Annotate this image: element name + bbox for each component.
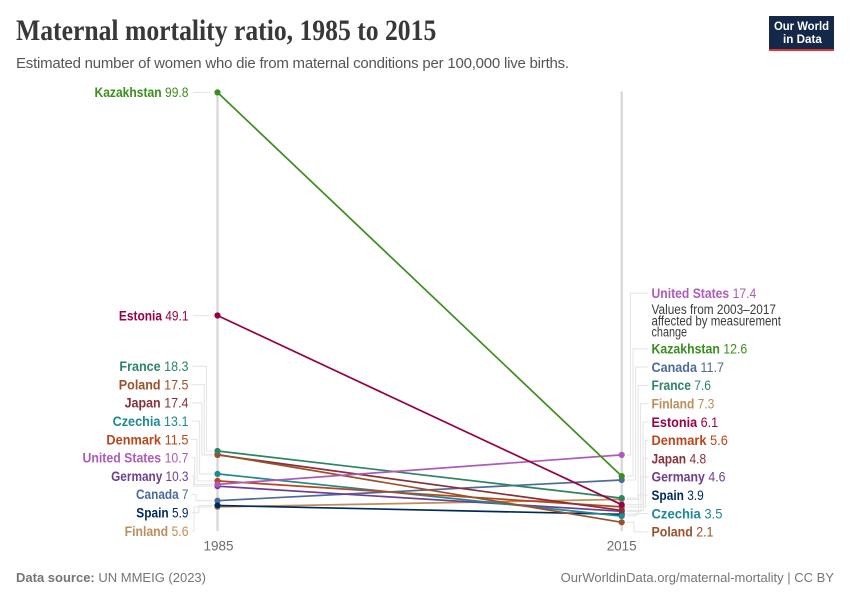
svg-text:Poland: Poland bbox=[652, 525, 693, 540]
svg-text:11.5: 11.5 bbox=[165, 432, 189, 447]
svg-text:11.7: 11.7 bbox=[700, 360, 724, 375]
svg-text:Japan: Japan bbox=[125, 396, 161, 411]
svg-text:Czechia: Czechia bbox=[113, 414, 161, 429]
svg-text:6.1: 6.1 bbox=[701, 415, 719, 430]
svg-text:17.4: 17.4 bbox=[733, 286, 757, 301]
svg-text:United States: United States bbox=[652, 286, 730, 301]
svg-text:Finland: Finland bbox=[125, 524, 169, 539]
svg-text:3.5: 3.5 bbox=[704, 506, 722, 521]
svg-text:Japan: Japan bbox=[652, 451, 687, 466]
svg-text:5.6: 5.6 bbox=[172, 524, 189, 539]
svg-text:Czechia: Czechia bbox=[652, 506, 702, 521]
svg-text:4.8: 4.8 bbox=[690, 451, 707, 466]
svg-text:18.3: 18.3 bbox=[164, 359, 188, 374]
svg-text:17.4: 17.4 bbox=[164, 396, 189, 411]
svg-text:Germany: Germany bbox=[111, 469, 163, 484]
svg-text:10.7: 10.7 bbox=[165, 451, 189, 466]
svg-text:United States: United States bbox=[83, 451, 162, 466]
svg-text:France: France bbox=[652, 378, 692, 393]
svg-text:5.9: 5.9 bbox=[172, 506, 189, 521]
svg-text:Poland: Poland bbox=[119, 377, 161, 392]
svg-text:2.1: 2.1 bbox=[696, 525, 713, 540]
svg-text:Estonia: Estonia bbox=[119, 308, 163, 323]
svg-text:France: France bbox=[119, 359, 161, 374]
svg-text:Germany: Germany bbox=[652, 470, 706, 485]
svg-text:Spain: Spain bbox=[136, 506, 168, 521]
svg-text:12.6: 12.6 bbox=[723, 342, 747, 357]
svg-text:4.6: 4.6 bbox=[708, 470, 725, 485]
svg-text:Finland: Finland bbox=[652, 397, 695, 412]
svg-text:Kazakhstan: Kazakhstan bbox=[652, 342, 720, 357]
svg-text:7.3: 7.3 bbox=[698, 397, 715, 412]
svg-text:49.1: 49.1 bbox=[165, 308, 188, 323]
svg-text:Canada: Canada bbox=[136, 487, 179, 502]
svg-text:affected by measurement: affected by measurement bbox=[652, 313, 782, 328]
svg-text:7.6: 7.6 bbox=[694, 378, 711, 393]
svg-text:Canada: Canada bbox=[652, 360, 698, 375]
svg-text:17.5: 17.5 bbox=[164, 377, 188, 392]
svg-text:2015: 2015 bbox=[607, 538, 637, 553]
svg-text:13.1: 13.1 bbox=[164, 414, 189, 429]
svg-text:Spain: Spain bbox=[652, 488, 684, 503]
svg-text:Kazakhstan: Kazakhstan bbox=[95, 85, 162, 100]
svg-text:99.8: 99.8 bbox=[165, 85, 189, 100]
svg-text:5.6: 5.6 bbox=[710, 433, 728, 448]
svg-text:Denmark: Denmark bbox=[652, 433, 707, 448]
svg-text:Values from 2003–2017: Values from 2003–2017 bbox=[652, 302, 777, 317]
svg-text:1985: 1985 bbox=[204, 538, 234, 553]
svg-text:change: change bbox=[652, 325, 688, 340]
svg-text:3.9: 3.9 bbox=[687, 488, 704, 503]
svg-text:10.3: 10.3 bbox=[166, 469, 189, 484]
svg-text:Denmark: Denmark bbox=[106, 432, 161, 447]
svg-text:7: 7 bbox=[182, 487, 189, 502]
svg-text:Estonia: Estonia bbox=[652, 415, 698, 430]
